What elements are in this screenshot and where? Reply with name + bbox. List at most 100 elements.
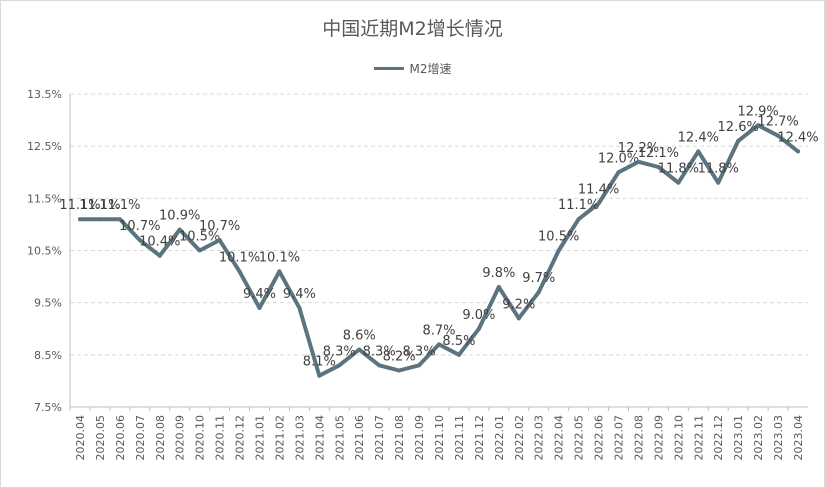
data-point xyxy=(177,227,182,232)
data-label: 8.5% xyxy=(442,334,475,349)
x-tick-label: 2022.11 xyxy=(692,415,705,461)
data-label: 12.2% xyxy=(618,141,659,156)
data-label: 9.0% xyxy=(462,308,495,323)
x-tick-label: 2020.10 xyxy=(194,415,207,461)
data-point xyxy=(277,269,282,274)
data-point xyxy=(796,149,801,154)
data-label: 9.2% xyxy=(502,297,535,312)
data-label: 9.4% xyxy=(243,287,276,302)
data-point xyxy=(217,238,222,243)
x-tick-label: 2021.02 xyxy=(273,415,286,461)
x-tick-label: 2022.08 xyxy=(632,415,645,461)
data-point xyxy=(437,342,441,347)
data-label: 11.1% xyxy=(59,198,100,213)
x-tick-label: 2021.10 xyxy=(433,415,446,461)
data-label: 8.1% xyxy=(303,355,336,370)
x-tick-label: 2023.03 xyxy=(772,415,785,461)
data-label: 11.1% xyxy=(79,198,120,213)
data-label: 8.3% xyxy=(323,344,356,359)
x-tick-label: 2022.03 xyxy=(533,415,546,461)
data-label: 8.3% xyxy=(403,344,436,359)
data-label: 11.8% xyxy=(698,162,739,177)
data-point xyxy=(237,269,242,274)
data-label: 10.5% xyxy=(179,230,220,245)
x-tick-label: 2020.12 xyxy=(234,415,247,461)
data-label: 9.8% xyxy=(482,266,515,281)
data-point xyxy=(317,373,322,378)
data-point xyxy=(417,363,422,368)
x-tick-label: 2021.04 xyxy=(313,415,326,461)
x-tick-label: 2020.05 xyxy=(94,415,107,461)
legend-label: M2增速 xyxy=(409,62,452,76)
x-tick-label: 2020.06 xyxy=(114,415,127,461)
y-tick-label: 11.5% xyxy=(27,192,62,205)
x-tick-label: 2022.09 xyxy=(652,415,665,461)
data-point xyxy=(456,352,461,357)
data-label: 10.7% xyxy=(119,219,160,234)
y-tick-label: 9.5% xyxy=(34,297,62,310)
data-label: 12.7% xyxy=(757,115,798,130)
y-tick-label: 13.5% xyxy=(27,88,62,101)
data-point xyxy=(676,180,681,185)
data-point xyxy=(337,363,342,368)
x-tick-label: 2022.01 xyxy=(493,415,506,461)
data-label: 12.4% xyxy=(777,130,818,145)
data-label: 10.9% xyxy=(159,209,200,224)
data-point xyxy=(716,180,721,185)
x-tick-label: 2021.09 xyxy=(413,415,426,461)
x-tick-label: 2022.02 xyxy=(513,415,526,461)
data-point xyxy=(137,238,142,243)
data-point xyxy=(77,217,82,222)
data-point xyxy=(257,305,262,310)
data-label: 11.8% xyxy=(658,162,699,177)
y-tick-label: 10.5% xyxy=(27,245,62,258)
x-tick-label: 2020.07 xyxy=(134,415,147,461)
x-tick-label: 2020.09 xyxy=(174,415,187,461)
data-label: 8.7% xyxy=(422,323,455,338)
data-label: 8.6% xyxy=(343,329,376,344)
data-label: 8.2% xyxy=(383,349,416,364)
x-tick-label: 2022.05 xyxy=(573,415,586,461)
data-point xyxy=(616,170,621,175)
data-point xyxy=(476,326,481,331)
data-label: 11.4% xyxy=(578,183,619,198)
x-tick-label: 2021.06 xyxy=(353,415,366,461)
x-tick-label: 2021.11 xyxy=(453,415,466,461)
x-tick-label: 2021.05 xyxy=(333,415,346,461)
data-label: 11.1% xyxy=(99,198,140,213)
x-tick-label: 2022.06 xyxy=(593,415,606,461)
chart-legend: M2增速 xyxy=(0,60,825,77)
x-tick-label: 2021.01 xyxy=(253,415,266,461)
data-label: 10.1% xyxy=(259,250,300,265)
x-tick-label: 2021.03 xyxy=(293,415,306,461)
data-label: 9.7% xyxy=(522,271,555,286)
data-label: 10.4% xyxy=(139,235,180,250)
data-point xyxy=(736,138,741,143)
data-point xyxy=(536,290,541,295)
x-tick-label: 2023.02 xyxy=(752,415,765,461)
data-label: 10.5% xyxy=(538,230,579,245)
x-tick-label: 2020.04 xyxy=(74,415,87,461)
x-tick-label: 2022.10 xyxy=(672,415,685,461)
data-point xyxy=(157,253,162,258)
x-tick-label: 2022.12 xyxy=(712,415,725,461)
data-point xyxy=(197,248,202,253)
legend-line-swatch xyxy=(373,67,404,70)
x-tick-label: 2020.11 xyxy=(214,415,227,461)
x-tick-label: 2023.04 xyxy=(792,415,805,461)
x-tick-label: 2022.04 xyxy=(553,415,566,461)
data-point xyxy=(357,347,362,352)
data-point xyxy=(776,133,781,138)
data-point xyxy=(297,305,302,310)
data-label: 10.1% xyxy=(219,250,260,265)
data-point xyxy=(556,248,561,253)
data-point xyxy=(596,201,601,206)
data-label: 11.1% xyxy=(558,198,599,213)
x-tick-label: 2023.01 xyxy=(732,415,745,461)
data-point xyxy=(97,217,102,222)
data-point xyxy=(636,159,641,164)
data-point xyxy=(496,285,501,290)
chart-title: 中国近期M2增长情况 xyxy=(322,18,503,40)
data-label: 12.9% xyxy=(737,104,778,119)
x-tick-label: 2021.08 xyxy=(393,415,406,461)
